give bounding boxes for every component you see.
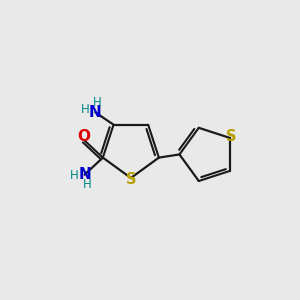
Text: H: H xyxy=(93,96,102,110)
Text: H: H xyxy=(82,178,91,191)
Text: H: H xyxy=(81,103,89,116)
Text: N: N xyxy=(89,105,102,120)
Text: O: O xyxy=(77,129,90,144)
Text: N: N xyxy=(78,167,91,182)
Text: H: H xyxy=(70,169,79,182)
Text: S: S xyxy=(126,172,136,187)
Text: S: S xyxy=(226,129,237,144)
